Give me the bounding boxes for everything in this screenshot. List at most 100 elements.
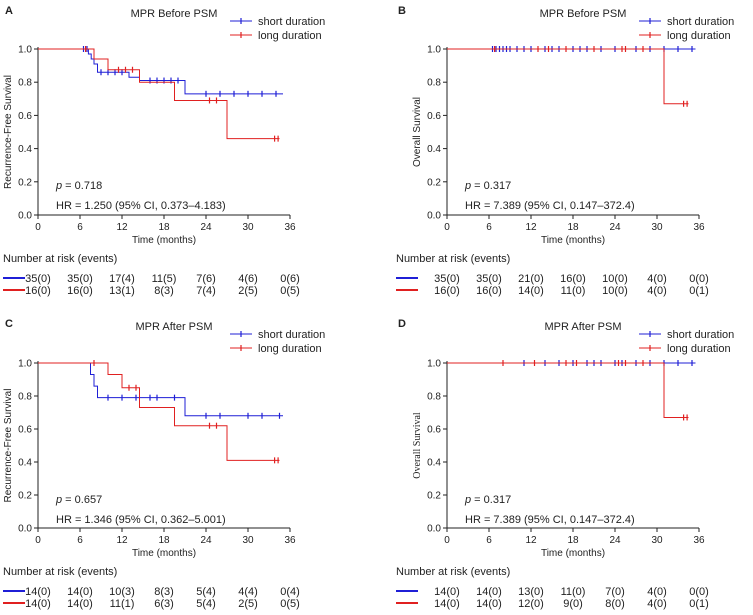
hazard-ratio: HR = 7.389 (95% CI, 0.147–372.4) [465, 200, 635, 212]
risk-cell: 13(1) [109, 285, 135, 297]
y-tick-label: 0.4 [18, 458, 32, 469]
p-value-text: = 0.718 [62, 180, 102, 192]
y-tick-label: 0.8 [18, 78, 32, 89]
x-tick-label: 6 [77, 222, 83, 233]
panel-label: B [398, 5, 406, 17]
x-tick-label: 24 [200, 222, 212, 233]
panel-d: D MPR After PSM 0.0 0.2 0.4 0.6 0.8 1.0 0 6 12 18 24… [396, 318, 734, 610]
long-duration-curve [38, 362, 280, 461]
risk-cell: 4(0) [647, 273, 667, 285]
risk-cell: 8(3) [154, 285, 174, 297]
risk-cell: 16(0) [476, 285, 502, 297]
y-tick-label: 0.8 [427, 78, 441, 89]
x-tick-label: 0 [35, 222, 41, 233]
risk-cell: 16(0) [25, 285, 51, 297]
risk-cell: 7(4) [196, 285, 216, 297]
p-symbol: p [464, 494, 471, 506]
y-tick-label: 0.2 [18, 491, 32, 502]
risk-cell: 0(0) [689, 586, 709, 598]
p-value: p = 0.317 [464, 180, 511, 192]
long-duration-curve [447, 48, 689, 105]
risk-cell: 10(0) [602, 273, 628, 285]
p-value: p = 0.657 [55, 494, 102, 506]
risk-cell: 4(0) [647, 586, 667, 598]
y-tick-label: 0.0 [427, 524, 441, 535]
x-tick-label: 36 [693, 535, 705, 546]
y-tick-label: 1.0 [18, 359, 32, 370]
x-tick-label: 24 [609, 535, 621, 546]
risk-cell: 14(0) [67, 598, 93, 610]
risk-cell: 21(0) [518, 273, 544, 285]
hazard-ratio: HR = 1.346 (95% CI, 0.362–5.001) [56, 514, 226, 526]
chart-title: MPR After PSM [135, 321, 212, 333]
x-tick-label: 12 [116, 222, 128, 233]
risk-cell: 0(1) [689, 285, 709, 297]
x-axis-label: Time (months) [132, 235, 196, 246]
y-tick-label: 0.8 [427, 392, 441, 403]
p-symbol: p [55, 180, 62, 192]
long-duration-curve [38, 48, 280, 140]
y-tick-label: 0.0 [18, 211, 32, 222]
panel-label: A [5, 5, 13, 17]
risk-cell: 35(0) [476, 273, 502, 285]
x-tick-label: 30 [651, 222, 663, 233]
y-tick-label: 0.6 [18, 425, 32, 436]
hazard-ratio: HR = 1.250 (95% CI, 0.373–4.183) [56, 200, 226, 212]
p-value-text: = 0.317 [471, 180, 511, 192]
y-tick-label: 1.0 [427, 45, 441, 56]
y-tick-label: 0.2 [427, 177, 441, 188]
risk-cell: 0(5) [280, 285, 300, 297]
x-tick-label: 24 [200, 535, 212, 546]
risk-cell: 11(0) [561, 285, 586, 297]
y-axis-label: Recurrence-Free Survival [3, 75, 14, 189]
risk-cell: 14(0) [67, 586, 93, 598]
risk-cell: 4(4) [238, 586, 258, 598]
legend-label: short duration [258, 329, 325, 341]
risk-cell: 13(0) [518, 586, 544, 598]
x-tick-label: 36 [284, 222, 296, 233]
x-axis-label: Time (months) [541, 235, 605, 246]
risk-cell: 5(4) [196, 586, 216, 598]
risk-cell: 16(0) [67, 285, 93, 297]
short-duration-curve [38, 48, 283, 95]
p-value-text: = 0.317 [471, 494, 511, 506]
x-tick-label: 0 [35, 535, 41, 546]
p-symbol: p [464, 180, 471, 192]
risk-cell: 4(0) [647, 598, 667, 610]
p-symbol: p [55, 494, 62, 506]
risk-cell: 0(5) [280, 598, 300, 610]
x-tick-label: 12 [116, 535, 128, 546]
risk-cell: 4(0) [647, 285, 667, 297]
y-tick-label: 0.4 [427, 458, 441, 469]
risk-table-title: Number at risk (events) [396, 566, 510, 578]
hazard-ratio: HR = 7.389 (95% CI, 0.147–372.4) [465, 514, 635, 526]
panel-b: B MPR Before PSM 0.0 0.2 0.4 0.6 0.8 1.0 0 6 12 18 2… [396, 5, 734, 297]
x-tick-label: 24 [609, 222, 621, 233]
y-axis-label: Recurrence-Free Survival [3, 389, 14, 503]
chart-title: MPR After PSM [544, 321, 621, 333]
risk-cell: 10(3) [109, 586, 135, 598]
panel-label: D [398, 318, 406, 330]
x-tick-label: 30 [651, 535, 663, 546]
legend-label: long duration [667, 343, 731, 355]
y-axis-label: Overall Survival [412, 97, 423, 167]
risk-cell: 6(3) [154, 598, 174, 610]
risk-cell: 14(0) [434, 598, 460, 610]
risk-cell: 14(0) [25, 586, 51, 598]
risk-cell: 35(0) [25, 273, 51, 285]
risk-cell: 0(0) [689, 273, 709, 285]
panel-a: A MPR Before PSM 0.0 0.2 0.4 0.6 0.8 1.0 0 6 12 18 2… [3, 5, 325, 297]
short-duration-curve [38, 362, 283, 417]
risk-cell: 14(0) [518, 285, 544, 297]
y-tick-label: 1.0 [427, 359, 441, 370]
x-axis-label: Time (months) [132, 548, 196, 559]
x-tick-label: 30 [242, 535, 254, 546]
panel-c: C MPR After PSM 0.0 0.2 0.4 0.6 0.8 1.0 0 6 12 18 24… [3, 318, 325, 610]
risk-cell: 5(4) [196, 598, 216, 610]
risk-cell: 8(0) [605, 598, 625, 610]
y-tick-label: 0.2 [427, 491, 441, 502]
x-tick-label: 6 [77, 535, 83, 546]
x-tick-label: 36 [284, 535, 296, 546]
x-tick-label: 0 [444, 222, 450, 233]
risk-cell: 4(6) [238, 273, 258, 285]
